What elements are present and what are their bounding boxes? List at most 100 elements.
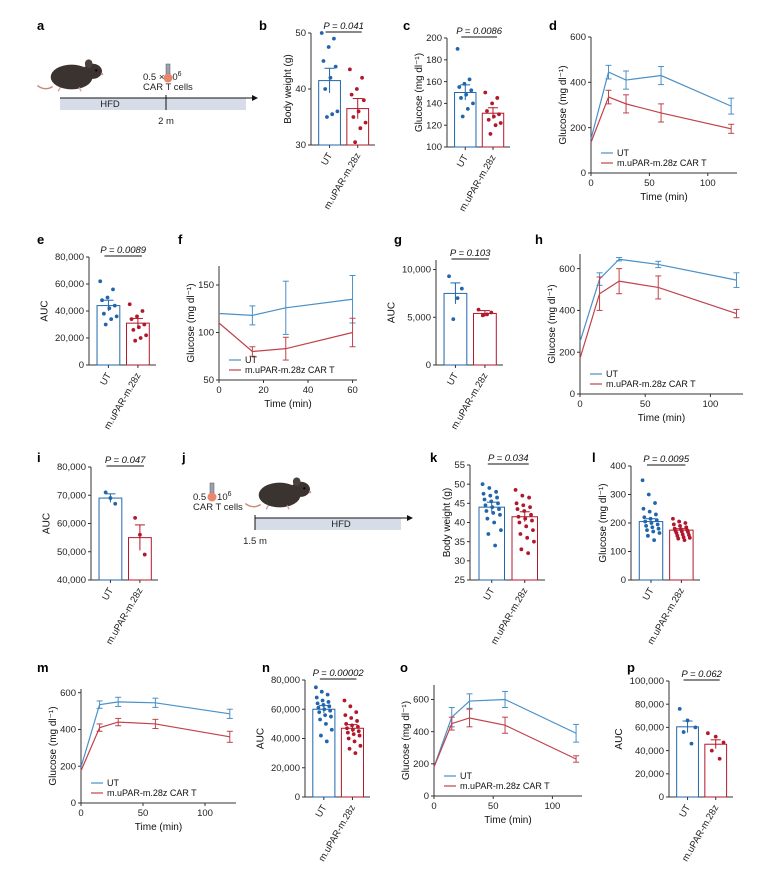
i-ytick-label: 50,000 [57, 547, 86, 558]
m-ytick-label: 400 [60, 725, 76, 736]
k-data-point [520, 493, 525, 498]
m-xtick-label: 0 [78, 808, 83, 819]
k-data-point [486, 532, 491, 536]
f-series-line-ut [218, 298, 353, 317]
l-ylabel: Glucose (mg dl⁻¹) [598, 483, 609, 562]
panel-i-label: i [37, 450, 41, 465]
n-ylabel: AUC [256, 728, 267, 749]
d-xtick-label: 50 [644, 178, 655, 189]
d-xtick-label: 0 [588, 178, 593, 189]
b-data-point [363, 120, 368, 125]
n-data-point [324, 739, 329, 744]
k-data-point [495, 495, 499, 500]
h-xtick-label: 0 [577, 399, 582, 410]
k-p-value: P = 0.034 [488, 453, 529, 464]
g-bar [473, 312, 497, 366]
c-ytick-label: 200 [426, 33, 442, 44]
k-data-point [485, 516, 490, 521]
l-data-point [676, 536, 681, 541]
n-data-point [319, 733, 323, 738]
d-ytick-label: 200 [570, 123, 586, 134]
d-xtick-label: 100 [700, 178, 716, 189]
c-data-point [464, 92, 469, 97]
k-data-point [530, 518, 534, 523]
g-ytick-label: 5,000 [407, 312, 431, 323]
l-data-point [686, 530, 690, 535]
n-data-point [342, 698, 347, 703]
l-ytick-label: 400 [610, 461, 626, 472]
panel-o-label: o [400, 660, 408, 675]
e-data-point [105, 295, 110, 300]
panel-k-label: k [430, 450, 438, 465]
e-data-point [103, 322, 108, 327]
n-data-point [355, 719, 359, 723]
g-data-point [455, 296, 460, 301]
m-xtick-label: 100 [197, 808, 213, 819]
k-data-point [489, 499, 494, 504]
a-diet-label: HFD [100, 99, 120, 110]
p-ytick-label: 80,000 [635, 699, 664, 710]
panel-f-label: f [178, 232, 183, 247]
g-data-point [459, 286, 464, 291]
n-data-point [357, 733, 362, 738]
c-data-point [498, 121, 503, 125]
f-ytick-label: 100 [198, 328, 214, 339]
cell-drop-icon [207, 492, 217, 502]
n-data-point [358, 743, 363, 748]
l-data-point [675, 533, 680, 538]
c-ylabel: Glucose (mg dl⁻¹) [414, 53, 425, 132]
o-ytick-label: 200 [413, 759, 429, 770]
l-ytick-label: 200 [610, 518, 626, 529]
mouse-tail [244, 502, 262, 508]
b-data-point [347, 67, 352, 72]
n-bar [340, 727, 364, 798]
c-data-point [490, 101, 495, 106]
l-data-point [643, 519, 648, 524]
l-data-point [678, 523, 682, 528]
l-data-point [647, 509, 652, 514]
syringe-icon [207, 482, 217, 502]
k-data-point [529, 512, 533, 517]
a-dose-exponent: 6 [178, 71, 182, 78]
syringe-icon [163, 63, 173, 83]
l-data-point [671, 516, 675, 521]
b-data-point [360, 75, 364, 80]
k-data-point [515, 507, 520, 511]
n-ytick-label: 80,000 [271, 675, 300, 686]
f-xtick-label: 0 [216, 385, 221, 396]
f-ytick-label: 50 [203, 375, 214, 386]
p-xtick-label: UT [677, 803, 693, 820]
e-data-point [114, 314, 119, 319]
l-data-point [682, 538, 687, 542]
i-data-point [133, 515, 138, 520]
k-ytick-label: 30 [454, 556, 465, 567]
l-data-point [687, 535, 692, 540]
b-data-point [335, 109, 340, 114]
b-ytick-label: 30 [295, 140, 306, 151]
k-data-point [492, 520, 497, 525]
p-data-point [713, 734, 718, 739]
n-data-point [350, 723, 354, 728]
l-data-point [677, 519, 682, 524]
g-ytick-label: 0 [426, 360, 431, 371]
i-data-point [103, 490, 108, 495]
d-ytick-label: 400 [570, 78, 586, 89]
l-data-point [652, 538, 657, 542]
h-xlabel: Time (min) [638, 413, 685, 424]
l-data-point [644, 523, 649, 528]
m-xlabel: Time (min) [135, 822, 182, 833]
n-data-point [343, 713, 348, 717]
h-series-line-ut [579, 258, 737, 342]
n-data-point [317, 710, 322, 715]
p-data-point [677, 706, 682, 711]
n-data-point [320, 698, 325, 703]
k-data-point [482, 497, 487, 502]
l-data-point [651, 529, 656, 534]
l-data-point [679, 529, 684, 534]
c-ytick-label: 180 [426, 55, 442, 66]
m-xtick-label: 50 [138, 808, 149, 819]
b-data-point [332, 36, 336, 41]
g-bar [443, 292, 468, 366]
l-data-point [671, 522, 676, 527]
k-data-point [525, 535, 530, 540]
